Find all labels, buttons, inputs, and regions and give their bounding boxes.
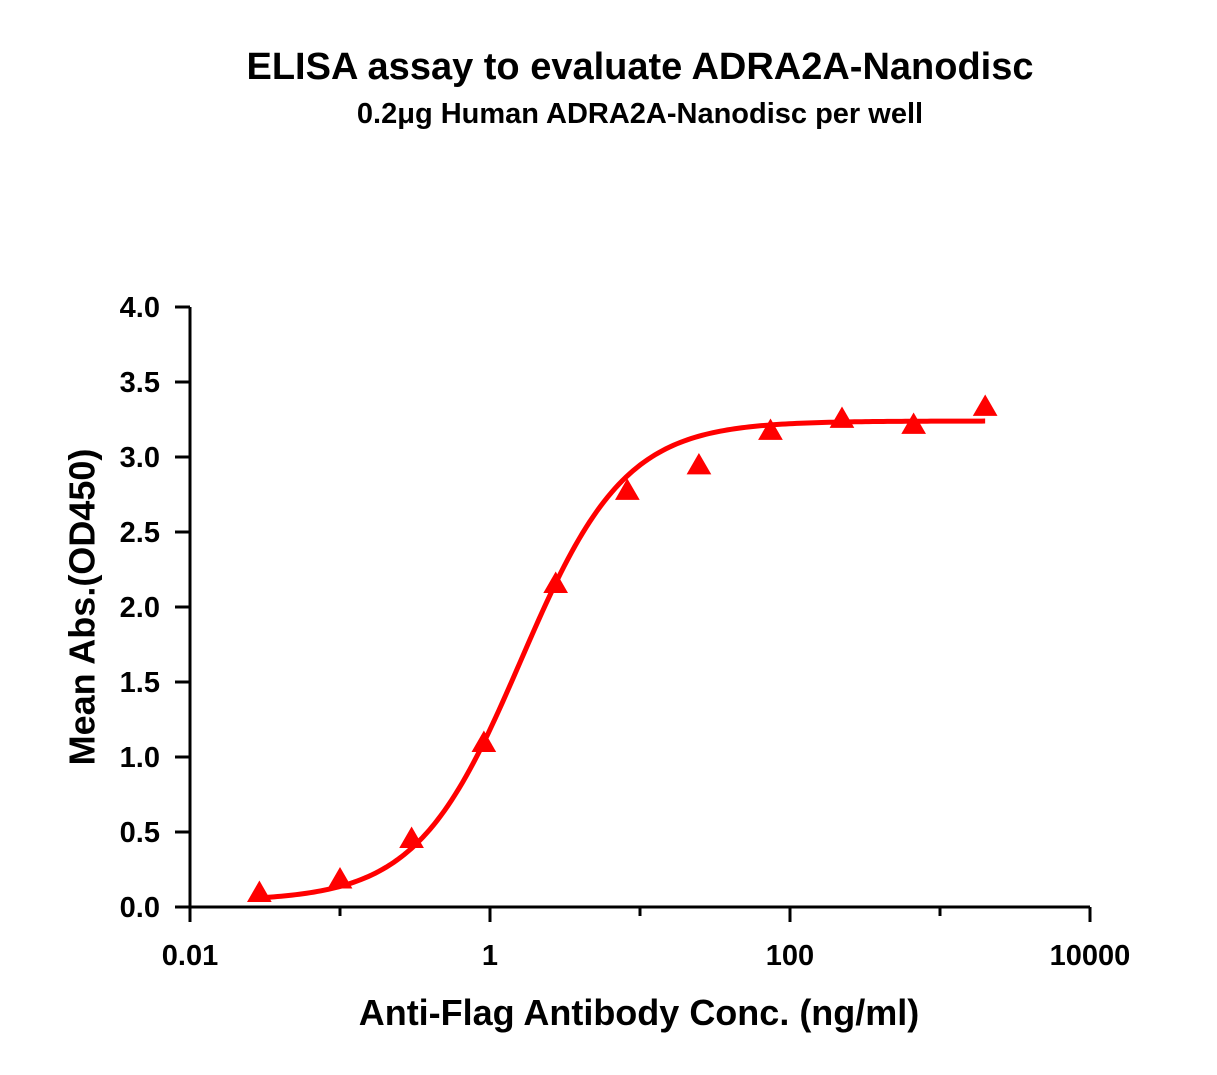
data-point xyxy=(399,826,424,848)
y-tick-label: 2.5 xyxy=(120,517,160,549)
y-tick-label: 2.0 xyxy=(120,592,160,624)
y-tick-label: 1.5 xyxy=(120,667,160,699)
y-tick-label: 0.5 xyxy=(120,817,160,849)
data-point xyxy=(615,478,640,500)
data-point xyxy=(901,412,926,434)
x-tick-label: 1 xyxy=(482,940,498,972)
x-axis-ticks: 0.01 1 100 10000 xyxy=(162,907,1131,972)
data-point xyxy=(543,571,568,593)
data-point xyxy=(247,880,272,902)
data-point xyxy=(829,406,855,428)
y-tick-label: 0.0 xyxy=(120,892,160,924)
y-axis-ticks: 0.0 0.5 1.0 1.5 2.0 2.5 3.0 3.5 4.0 xyxy=(120,292,190,924)
chart-title: ELISA assay to evaluate ADRA2A-Nanodisc xyxy=(246,46,1034,88)
x-tick-label: 100 xyxy=(766,940,814,972)
data-point xyxy=(327,867,353,889)
data-point xyxy=(972,394,998,416)
data-point xyxy=(471,730,497,752)
x-tick-label: 10000 xyxy=(1050,940,1131,972)
data-point xyxy=(758,418,783,440)
y-tick-label: 4.0 xyxy=(120,292,160,324)
axes xyxy=(188,307,1090,909)
y-tick-label: 3.5 xyxy=(120,367,160,399)
data-point xyxy=(686,453,712,475)
x-tick-label: 0.01 xyxy=(162,940,218,972)
y-tick-label: 1.0 xyxy=(120,742,160,774)
fit-curve xyxy=(259,418,986,901)
y-tick-label: 3.0 xyxy=(120,442,160,474)
x-axis-label: Anti-Flag Antibody Conc. (ng/ml) xyxy=(359,992,920,1033)
data-points xyxy=(247,394,998,902)
chart-subtitle: 0.2μg Human ADRA2A-Nanodisc per well xyxy=(356,98,924,130)
y-axis-label: Mean Abs.(OD450) xyxy=(62,449,103,766)
